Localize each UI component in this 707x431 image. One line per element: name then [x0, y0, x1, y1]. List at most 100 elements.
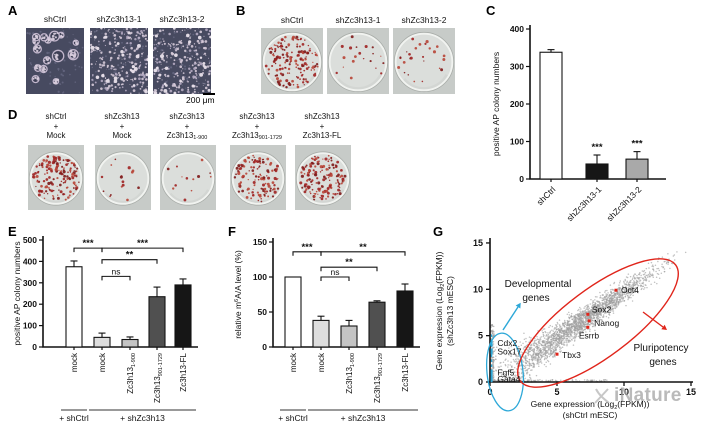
svg-text:positive AP colony numbers: positive AP colony numbers	[12, 241, 22, 345]
svg-text:***: ***	[591, 142, 602, 153]
svg-text:400: 400	[23, 256, 37, 266]
dish-label-group: shZc3h13 + Zc3h13-FL	[302, 112, 342, 140]
micro-label-shzc3h13-1: shZc3h13-1	[96, 14, 142, 24]
svg-text:Gene expression (Log2(FPKM)): Gene expression (Log2(FPKM))	[531, 399, 650, 411]
svg-text:0: 0	[32, 342, 37, 352]
dish-label-shzc3h13-1: shZc3h13-1	[335, 15, 381, 25]
svg-text:Nanog: Nanog	[594, 318, 619, 328]
svg-text:Cdx2: Cdx2	[497, 338, 517, 348]
svg-text:300: 300	[510, 62, 524, 72]
scale-bar-unit: μm	[202, 93, 215, 105]
panel-e-letter: E	[8, 224, 17, 239]
svg-text:Zc3h131-900: Zc3h131-900	[345, 353, 356, 394]
micro-label-shctrl: shCtrl	[43, 14, 67, 24]
microscopy-image-shctrl	[26, 28, 84, 94]
ap-dish-shzc3h13-2	[393, 28, 455, 94]
rescue-dish-shctrl-mock	[28, 145, 84, 210]
svg-text:Sox2: Sox2	[592, 304, 612, 314]
svg-text:genes: genes	[649, 357, 676, 368]
svg-text:0: 0	[478, 377, 483, 387]
svg-text:100: 100	[510, 137, 524, 147]
svg-text:5: 5	[478, 331, 483, 341]
watermark-text: iNature	[614, 385, 682, 406]
svg-text:+ shCtrl: + shCtrl	[278, 413, 308, 423]
microscopy-image-shzc3h13-1	[90, 28, 148, 94]
svg-text:genes: genes	[522, 293, 549, 304]
svg-text:mock: mock	[70, 352, 79, 372]
svg-text:shCtrl: shCtrl	[535, 184, 558, 207]
svg-text:ns: ns	[331, 267, 340, 277]
svg-text:100: 100	[253, 272, 267, 282]
svg-text:Sox17: Sox17	[497, 346, 521, 356]
svg-text:Pluripotency: Pluripotency	[633, 343, 688, 354]
panel-g-letter: G	[433, 224, 444, 239]
dish-label-shctrl: shCtrl	[280, 15, 304, 25]
svg-text:15: 15	[473, 238, 483, 248]
dish-label-group: shZc3h13 + Zc3h13901-1729	[232, 112, 282, 141]
dish-label-group: shZc3h13 + Zc3h131-900	[166, 112, 208, 141]
svg-text:(shCtrl mESC): (shCtrl mESC)	[563, 410, 618, 420]
svg-text:positive AP colony numbers: positive AP colony numbers	[491, 52, 501, 156]
svg-text:Fgf5: Fgf5	[497, 368, 514, 378]
watermark: iNature	[592, 385, 682, 407]
watermark-logo-icon	[594, 388, 610, 404]
svg-text:400: 400	[510, 24, 524, 34]
svg-text:**: **	[126, 250, 134, 261]
svg-text:Zc3h131-900: Zc3h131-900	[126, 353, 137, 394]
svg-text:relative m6A/A level (%): relative m6A/A level (%)	[233, 250, 243, 339]
svg-text:Zc3h13-FL: Zc3h13-FL	[401, 352, 410, 391]
micro-label-shzc3h13-2: shZc3h13-2	[159, 14, 205, 24]
rescue-dish-zc3h13-fl	[295, 145, 351, 210]
svg-text:Zc3h13-FL: Zc3h13-FL	[179, 352, 188, 391]
svg-text:Developmental: Developmental	[505, 279, 572, 290]
svg-text:***: ***	[137, 238, 148, 249]
ap-dish-shzc3h13-1	[327, 28, 389, 94]
rescue-dish-zc3h13-1-900	[160, 145, 216, 210]
panel-d-letter: D	[8, 107, 18, 122]
svg-text:Zc3h13901-1729: Zc3h13901-1729	[153, 353, 164, 403]
svg-text:0: 0	[487, 387, 492, 397]
svg-text:10: 10	[619, 387, 629, 397]
svg-text:Gata4: Gata4	[497, 374, 520, 384]
svg-text:+ shCtrl: + shCtrl	[59, 413, 89, 423]
svg-text:***: ***	[82, 238, 93, 249]
ap-dish-shctrl	[261, 28, 323, 94]
svg-text:mock: mock	[98, 352, 107, 372]
svg-text:15: 15	[686, 387, 696, 397]
dish-label-group: shZc3h13 + Mock	[104, 112, 140, 140]
svg-text:ns: ns	[112, 266, 121, 276]
svg-text:+ shZc3h13: + shZc3h13	[120, 413, 165, 423]
panel-g-scatter-plot: 0 5 10 15 0 5 10 15 Gene expression (Log2(FPKM))…	[434, 238, 696, 420]
svg-text:Zc3h13901-1729: Zc3h13901-1729	[373, 353, 384, 403]
svg-text:Oct4: Oct4	[621, 285, 639, 295]
dish-label-shzc3h13-2: shZc3h13-2	[401, 15, 447, 25]
svg-text:200: 200	[510, 99, 524, 109]
svg-text:50: 50	[258, 307, 268, 317]
svg-text:100: 100	[23, 321, 37, 331]
rescue-dish-zc3h13-901-1729	[230, 145, 286, 210]
rescue-dish-shzc3h13-mock	[95, 145, 151, 210]
svg-text:mock: mock	[289, 352, 298, 372]
svg-text:150: 150	[253, 237, 267, 247]
svg-text:***: ***	[631, 139, 642, 150]
svg-text:shZc3h13-2: shZc3h13-2	[605, 184, 644, 223]
scale-bar-value: 200	[186, 95, 201, 105]
svg-text:+ shZc3h13: + shZc3h13	[341, 413, 386, 423]
svg-text:200: 200	[23, 299, 37, 309]
svg-text:shZc3h13-1: shZc3h13-1	[565, 184, 604, 223]
svg-text:300: 300	[23, 278, 37, 288]
panel-f-bar-chart: 0 50 100 150 relative m6A/A level (%) mock moc…	[233, 237, 420, 423]
svg-text:***: ***	[301, 242, 312, 253]
scale-bar: 200 μm	[186, 93, 215, 105]
svg-text:0: 0	[519, 174, 524, 184]
svg-text:(shZc3h13 mESC): (shZc3h13 mESC)	[445, 276, 455, 346]
svg-text:Esrrb: Esrrb	[579, 330, 600, 340]
svg-text:0: 0	[262, 342, 267, 352]
svg-text:**: **	[359, 242, 367, 253]
dish-label-group: shCtrl + Mock	[45, 112, 67, 140]
panel-f-letter: F	[228, 224, 236, 239]
svg-text:5: 5	[554, 387, 559, 397]
panel-c-letter: C	[486, 3, 496, 18]
